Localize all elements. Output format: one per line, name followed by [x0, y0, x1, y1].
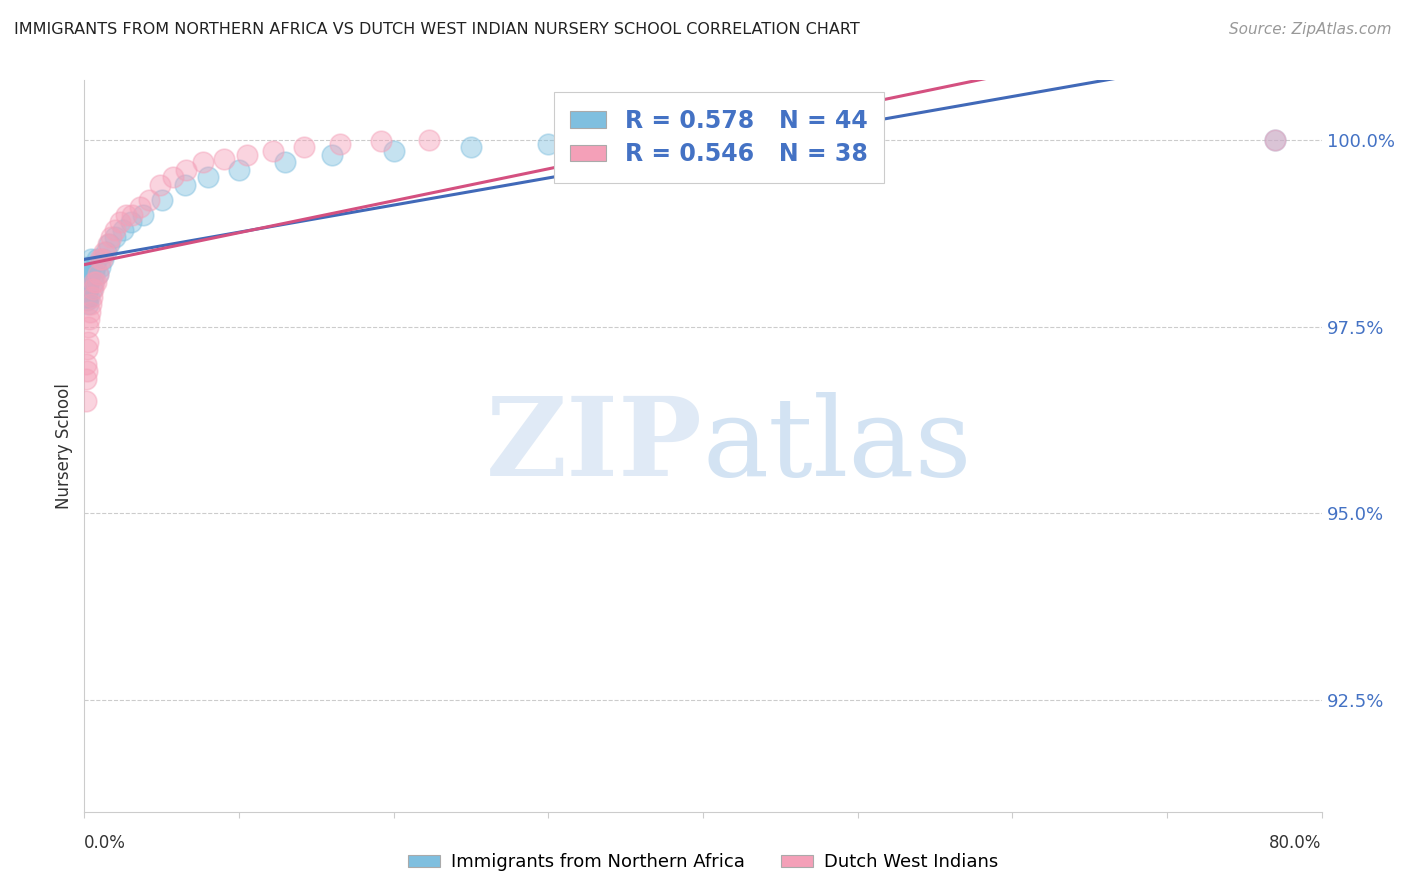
Point [89, 252, 111, 267]
Point [86, 252, 108, 267]
Point [76, 297, 98, 311]
Point [84, 275, 107, 289]
Text: Source: ZipAtlas.com: Source: ZipAtlas.com [1229, 22, 1392, 37]
Point [236, 148, 259, 162]
Point [614, 136, 637, 150]
Point [76, 260, 98, 274]
Y-axis label: Nursery School: Nursery School [55, 383, 73, 509]
Point [76, 364, 98, 378]
Text: 0.0%: 0.0% [84, 834, 127, 852]
Point [418, 133, 440, 147]
Point [93, 244, 115, 259]
Point [76, 334, 98, 349]
Point [537, 136, 560, 151]
Point [82, 275, 104, 289]
Point [121, 208, 143, 222]
Point [1264, 133, 1286, 147]
Point [100, 230, 122, 244]
Point [82, 282, 104, 296]
Point [692, 135, 714, 149]
Point [108, 215, 131, 229]
Point [77, 268, 100, 282]
Point [76, 282, 98, 296]
Point [1264, 133, 1286, 147]
Legend: Immigrants from Northern Africa, Dutch West Indians: Immigrants from Northern Africa, Dutch W… [401, 847, 1005, 879]
Point [129, 200, 152, 214]
Point [197, 170, 219, 185]
Point [82, 282, 104, 296]
Point [75, 268, 97, 282]
Point [77, 319, 100, 334]
Point [104, 230, 127, 244]
Point [97, 237, 120, 252]
Point [75, 372, 97, 386]
Point [75, 275, 97, 289]
Point [77, 312, 100, 326]
Legend: R = 0.578   N = 44, R = 0.546   N = 38: R = 0.578 N = 44, R = 0.546 N = 38 [554, 92, 884, 183]
Point [193, 155, 215, 169]
Point [87, 268, 110, 282]
Point [76, 342, 98, 356]
Point [77, 275, 100, 289]
Point [83, 275, 105, 289]
Point [150, 193, 173, 207]
Point [149, 178, 172, 192]
Point [460, 140, 482, 154]
Point [79, 268, 101, 282]
Point [77, 282, 100, 296]
Point [769, 135, 792, 149]
Point [228, 162, 250, 177]
Point [174, 178, 197, 192]
Point [846, 134, 869, 148]
Point [94, 244, 117, 259]
Point [79, 304, 101, 318]
Text: atlas: atlas [703, 392, 973, 500]
Point [84, 260, 107, 274]
Text: ZIP: ZIP [486, 392, 703, 500]
Point [75, 282, 97, 296]
Point [91, 252, 114, 267]
Point [91, 252, 114, 267]
Point [87, 268, 110, 282]
Point [79, 297, 101, 311]
Point [321, 148, 343, 162]
Point [75, 394, 97, 409]
Point [370, 135, 392, 149]
Point [98, 237, 121, 252]
Point [80, 252, 103, 267]
Point [212, 152, 235, 166]
Point [274, 155, 297, 169]
Point [89, 260, 111, 274]
Point [80, 290, 103, 304]
Point [79, 290, 101, 304]
Point [104, 222, 127, 236]
Point [329, 136, 352, 151]
Point [76, 290, 98, 304]
Point [112, 222, 135, 236]
Point [292, 140, 315, 154]
Text: IMMIGRANTS FROM NORTHERN AFRICA VS DUTCH WEST INDIAN NURSERY SCHOOL CORRELATION : IMMIGRANTS FROM NORTHERN AFRICA VS DUTCH… [14, 22, 860, 37]
Point [120, 215, 142, 229]
Point [176, 162, 198, 177]
Point [138, 193, 160, 207]
Point [75, 357, 97, 371]
Point [262, 144, 284, 158]
Point [83, 268, 105, 282]
Text: 80.0%: 80.0% [1270, 834, 1322, 852]
Point [75, 290, 97, 304]
Point [76, 293, 98, 308]
Point [162, 170, 184, 185]
Point [382, 144, 405, 158]
Point [115, 208, 138, 222]
Point [79, 260, 101, 274]
Point [132, 208, 155, 222]
